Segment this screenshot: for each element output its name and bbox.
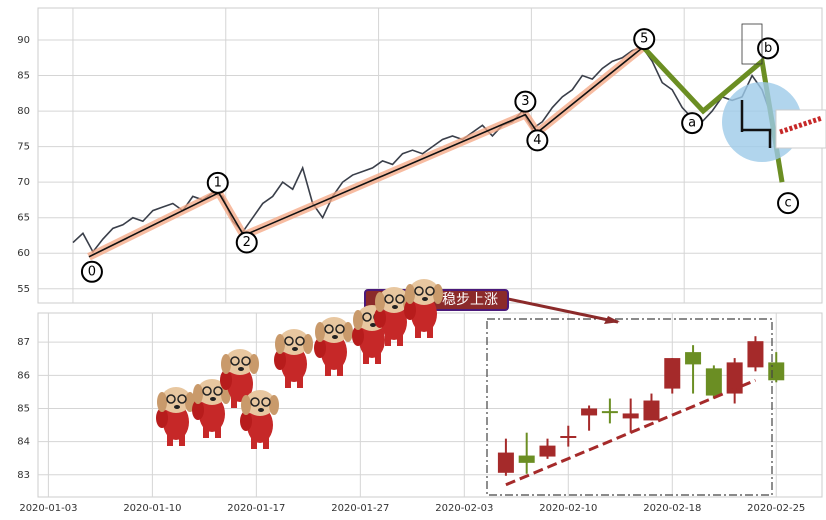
candle-panel: 83 84 85 86 87 2020-01-03 2020-01-10 2020-01-17…	[17, 313, 822, 514]
wave-panel: 55 60 65 70 75 80 85 90 0 1 2 3 4 5 a b c	[17, 8, 822, 303]
price-line	[72, 46, 773, 254]
y-tick-label: 84	[17, 437, 30, 448]
wave-marker	[757, 37, 780, 60]
x-tick-label: 2020-01-10	[123, 503, 181, 514]
candle-body	[601, 411, 618, 414]
candle-body	[705, 368, 722, 396]
candle-body	[518, 455, 535, 463]
x-tick-label: 2020-01-03	[19, 503, 77, 514]
wave-label: b	[764, 41, 772, 56]
candle-body	[685, 352, 702, 365]
wave-marker	[681, 112, 704, 135]
zoom-box	[741, 23, 763, 65]
x-tick-label: 2020-02-25	[747, 503, 805, 514]
annotation-arrow	[507, 297, 619, 324]
thumbnail	[775, 109, 826, 149]
wave-label: 1	[214, 175, 222, 190]
wave-label: a	[688, 116, 696, 131]
wave-label: 2	[243, 235, 251, 250]
candle-body	[768, 362, 785, 381]
y-tick-label: 75	[17, 142, 30, 153]
wave-marker	[777, 192, 800, 215]
x-tick-label: 2020-02-18	[643, 503, 701, 514]
trend-line	[505, 378, 757, 487]
wave-marker	[526, 129, 549, 152]
candle-body	[622, 413, 639, 419]
y-tick-label: 70	[17, 177, 30, 188]
wave-label: 4	[533, 133, 541, 148]
annotation-text: 稳步上涨	[442, 292, 498, 308]
impulse-line	[88, 46, 644, 258]
wave-label: c	[784, 196, 791, 211]
y-tick-label: 60	[17, 248, 30, 259]
wave-label: 0	[88, 264, 96, 279]
wave-marker	[235, 231, 258, 254]
candle-body	[664, 358, 681, 389]
y-tick-label: 65	[17, 213, 30, 224]
y-tick-label: 86	[17, 370, 30, 381]
y-tick-label: 85	[17, 71, 30, 82]
candle-body	[581, 408, 598, 416]
y-tick-label: 55	[17, 284, 30, 295]
candle-body	[560, 435, 577, 438]
y-tick-label: 80	[17, 106, 30, 117]
wave-marker	[514, 90, 537, 113]
bottom-plot-frame	[37, 312, 823, 498]
candle-body	[726, 362, 743, 394]
focus-box	[486, 318, 773, 496]
candle-body	[539, 445, 556, 457]
y-tick-label: 85	[17, 403, 30, 414]
x-tick-label: 2020-01-17	[227, 503, 285, 514]
wave-marker	[633, 28, 656, 51]
bracket	[740, 100, 772, 148]
candle-body	[747, 341, 764, 368]
wave-marker	[80, 260, 103, 283]
thumbnail-dogs	[779, 115, 823, 135]
x-tick-label: 2020-02-03	[435, 503, 493, 514]
x-tick-label: 2020-02-10	[539, 503, 597, 514]
arrow-head	[604, 316, 620, 324]
y-tick-label: 83	[17, 470, 30, 481]
wave-label: 3	[521, 94, 529, 109]
candle-body	[643, 400, 660, 421]
y-tick-label: 90	[17, 35, 30, 46]
candle-body	[497, 452, 514, 473]
wave-marker	[206, 171, 229, 194]
wave-label: 5	[640, 32, 648, 47]
x-tick-label: 2020-01-27	[331, 503, 389, 514]
y-tick-label: 87	[17, 337, 30, 348]
